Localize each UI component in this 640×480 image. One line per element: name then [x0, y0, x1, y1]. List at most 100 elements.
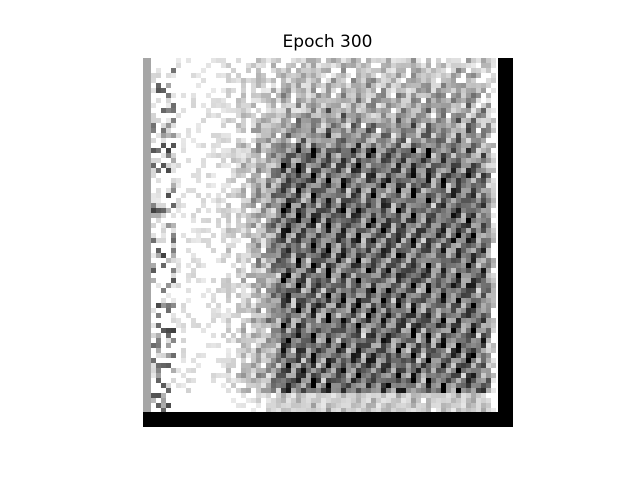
pixel: [396, 288, 401, 293]
pixel: [151, 213, 156, 218]
pixel: [456, 223, 461, 228]
pixel: [416, 273, 421, 278]
pixel: [161, 228, 166, 233]
pixel: [411, 363, 416, 368]
pixel: [481, 333, 486, 338]
pixel: [356, 188, 361, 193]
pixel: [266, 238, 271, 243]
pixel: [356, 73, 361, 78]
pixel: [261, 318, 266, 323]
pixel: [346, 93, 351, 98]
pixel: [481, 168, 486, 173]
pixel: [236, 223, 241, 228]
pixel: [316, 288, 321, 293]
pixel: [471, 108, 476, 113]
pixel: [341, 58, 346, 63]
pixel: [476, 273, 481, 278]
pixel: [346, 388, 351, 393]
pixel: [281, 248, 286, 253]
pixel: [171, 328, 176, 333]
pixel: [231, 108, 236, 113]
pixel: [301, 158, 306, 163]
pixel: [311, 153, 316, 158]
pixel: [476, 118, 481, 123]
pixel: [466, 273, 471, 278]
pixel: [371, 233, 376, 238]
pixel: [416, 233, 421, 238]
pixel: [281, 233, 286, 238]
pixel: [271, 253, 276, 258]
pixel: [411, 373, 416, 378]
pixel: [421, 268, 426, 273]
pixel: [316, 188, 321, 193]
pixel: [406, 123, 411, 128]
pixel: [301, 78, 306, 83]
pixel: [391, 63, 396, 68]
pixel: [271, 63, 276, 68]
pixel: [351, 378, 356, 383]
pixel: [311, 243, 316, 248]
pixel: [336, 318, 341, 323]
pixel: [161, 143, 166, 148]
pixel: [366, 293, 371, 298]
pixel: [366, 373, 371, 378]
pixel: [376, 273, 381, 278]
pixel: [451, 258, 456, 263]
pixel: [151, 358, 156, 363]
pixel: [436, 118, 441, 123]
pixel: [196, 238, 201, 243]
pixel: [446, 233, 451, 238]
pixel: [341, 113, 346, 118]
pixel: [471, 298, 476, 303]
pixel: [281, 143, 286, 148]
pixel: [321, 233, 326, 238]
pixel: [386, 233, 391, 238]
pixel: [481, 248, 486, 253]
pixel: [426, 153, 431, 158]
pixel: [396, 348, 401, 353]
pixel: [461, 303, 466, 308]
pixel: [426, 378, 431, 383]
pixel: [486, 153, 491, 158]
pixel: [456, 203, 461, 208]
pixel: [326, 93, 331, 98]
pixel: [366, 138, 371, 143]
pixel: [486, 118, 491, 123]
pixel: [226, 163, 231, 168]
pixel: [291, 233, 296, 238]
pixel: [386, 118, 391, 123]
pixel: [381, 323, 386, 328]
pixel: [176, 58, 181, 63]
pixel: [226, 273, 231, 278]
pixel: [186, 58, 191, 63]
pixel: [336, 283, 341, 288]
pixel: [351, 388, 356, 393]
pixel: [361, 168, 366, 173]
pixel: [246, 198, 251, 203]
pixel: [351, 98, 356, 103]
pixel: [431, 148, 436, 153]
pixel: [361, 388, 366, 393]
pixel: [471, 388, 476, 393]
pixel: [166, 133, 171, 138]
pixel: [376, 103, 381, 108]
pixel: [361, 258, 366, 263]
pixel: [261, 118, 266, 123]
pixel: [201, 158, 206, 163]
pixel: [456, 373, 461, 378]
pixel: [441, 178, 446, 183]
pixel: [251, 383, 256, 388]
pixel: [231, 148, 236, 153]
pixel: [381, 398, 386, 403]
pixel: [306, 78, 311, 83]
pixel: [336, 258, 341, 263]
pixel: [401, 83, 406, 88]
pixel: [416, 308, 421, 313]
pixel: [221, 98, 226, 103]
pixel: [241, 208, 246, 213]
pixel: [216, 203, 221, 208]
pixel: [386, 163, 391, 168]
pixel: [306, 58, 311, 63]
pixel: [201, 218, 206, 223]
pixel: [256, 333, 261, 338]
